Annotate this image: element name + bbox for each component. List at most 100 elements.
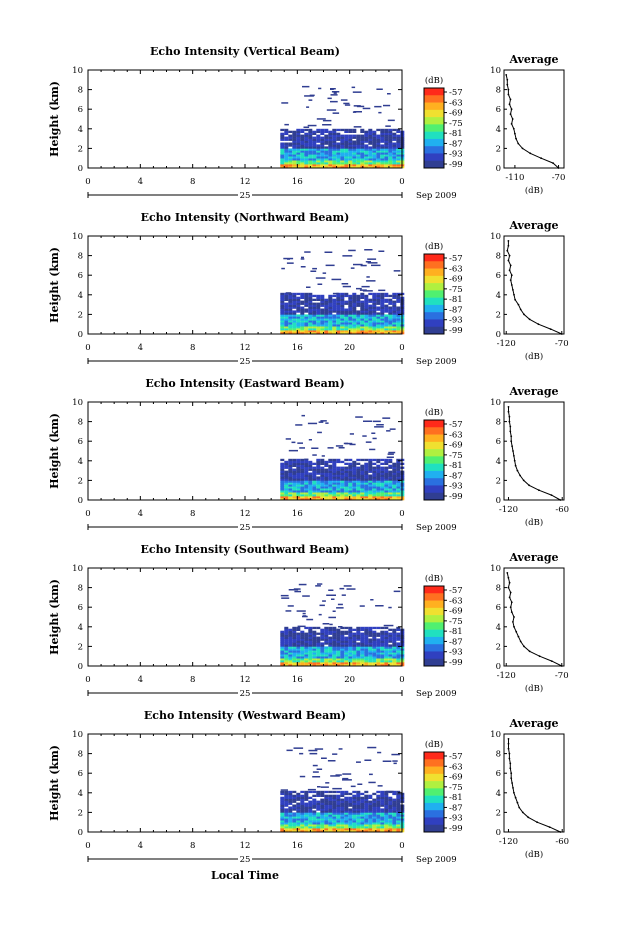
heatmap-cell [376,790,381,794]
heatmap-cell [388,298,393,301]
heatmap-cell [312,150,317,153]
heatmap-cell [388,316,393,319]
heatmap-cell [348,632,353,635]
heatmap-cell [284,492,289,495]
y-axis-label: Height (km) [48,247,61,323]
heatmap-cell [372,828,377,831]
heatmap-cell [292,142,297,145]
heatmap-cell [376,472,381,475]
heatmap-cell [296,798,301,801]
heatmap-cell [324,648,329,651]
heatmap-cell [348,146,353,149]
heatmap-cell [352,158,357,161]
heatmap-cell [352,156,357,159]
heatmap-cell [340,330,345,333]
heatmap-cell [380,472,385,475]
heatmap-cell [304,330,309,333]
heatmap-cell [340,136,345,139]
heatmap-cell [328,322,333,325]
heatmap-cell [360,148,365,151]
heatmap-cell [392,814,397,817]
heatmap-cell [364,330,369,333]
heatmap-cell [296,156,301,159]
heatmap-cell [388,634,393,637]
heatmap-cell [372,164,377,167]
heatmap-cell [324,302,329,305]
heatmap-cell [356,318,361,321]
heatmap-cell [368,466,373,469]
heatmap-cell [304,310,309,313]
heatmap-cell [392,486,397,489]
heatmap-cell [320,822,325,825]
heatmap-cell [332,476,337,479]
heatmap-cell [392,462,397,465]
heatmap-cell [304,814,309,817]
heatmap-cell [372,662,377,665]
heatmap-cell [396,790,401,794]
heatmap-cell [336,632,341,635]
heatmap-cell [360,490,365,493]
heatmap-cell [316,472,321,475]
heatmap-cell [356,492,361,495]
heatmap-cell [380,636,385,639]
heatmap-cell [304,642,309,645]
heatmap-cell [288,142,293,145]
heatmap-cell [320,794,325,797]
heatmap-cell [312,130,317,133]
heatmap-cell [372,652,377,655]
heatmap-cell [380,150,385,153]
heatmap-cell [340,484,345,487]
heatmap-cell [388,638,393,641]
heatmap-cell [372,328,377,331]
profile-point [509,591,512,594]
heatmap-cell [336,828,341,831]
heatmap-cell [340,636,345,639]
heatmap-cell [384,824,389,827]
heatmap-cell [372,830,377,833]
heatmap-cell [306,286,311,288]
heatmap-cell [288,812,293,815]
heatmap-cell [372,634,377,637]
heatmap-cell [322,124,332,126]
heatmap-cell [392,158,397,161]
heatmap-cell [380,458,385,462]
heatmap-cell [364,474,369,477]
heatmap-cell [336,160,341,163]
heatmap-cell [312,818,317,821]
colorbar-segment [424,102,444,111]
heatmap-cell [388,830,393,833]
heatmap-cell [396,638,401,641]
heatmap-cell [352,830,357,833]
heatmap-cell [292,800,297,803]
date-label: Sep 2009 [416,357,457,367]
heatmap-cell [392,798,397,801]
heatmap-cell [392,316,397,319]
heatmap-cell [320,312,325,315]
heatmap-cell [328,294,333,298]
heatmap-cell [328,324,333,327]
heatmap-cell [344,638,349,641]
heatmap-cell [280,166,285,169]
heatmap-cell [300,326,305,329]
heatmap-cell [388,472,393,475]
heatmap-cell [304,156,309,159]
colorbar-unit: (dB) [425,407,443,418]
heatmap-cell [304,458,309,461]
heatmap-cell [360,494,365,497]
heatmap-cell [324,474,329,477]
heatmap-cell [376,470,381,473]
heatmap-cell [359,605,365,607]
heatmap-cell [296,496,301,499]
heatmap-cell [352,164,357,167]
heatmap-cell [360,650,365,653]
heatmap-cell [280,324,285,327]
heatmap-cell [360,144,365,147]
heatmap-cell [296,462,301,465]
heatmap-cell [293,747,304,749]
heatmap-cell [380,804,385,807]
profile-point [510,611,513,613]
heatmap-cell [340,128,345,132]
heatmap-cell [304,476,309,479]
heatmap-cell [288,830,293,833]
heatmap-cell [316,640,321,643]
